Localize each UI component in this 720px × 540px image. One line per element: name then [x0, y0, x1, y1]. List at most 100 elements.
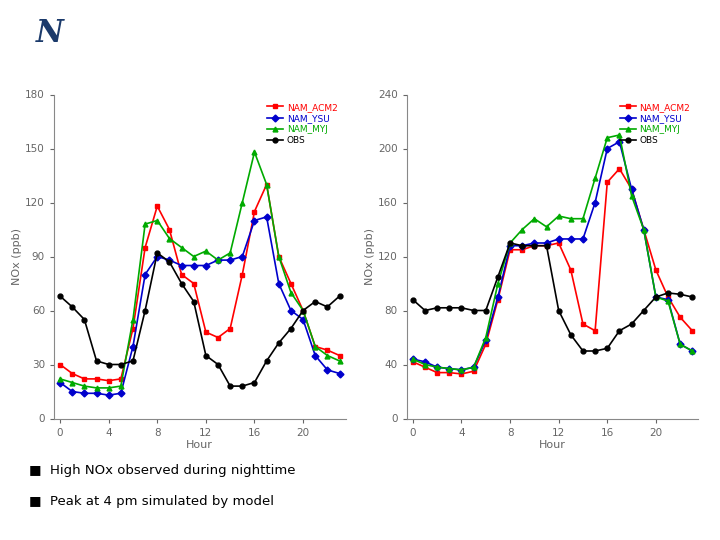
NAM_YSU: [518, 242, 526, 249]
OBS: [591, 348, 600, 354]
Line: NAM_MYJ: NAM_MYJ: [410, 132, 695, 373]
OBS: [664, 289, 672, 296]
NAM_ACM2: [505, 246, 514, 253]
NAM_MYJ: [494, 280, 503, 287]
NAM_YSU: [165, 257, 174, 264]
NAM_ACM2: [408, 359, 417, 365]
OBS: [579, 348, 588, 354]
OBS: [262, 357, 271, 364]
OBS: [469, 307, 478, 314]
NAM_YSU: [408, 356, 417, 362]
NAM_YSU: [80, 390, 89, 396]
NAM_MYJ: [603, 134, 611, 141]
NAM_ACM2: [518, 246, 526, 253]
NAM_YSU: [129, 343, 138, 350]
Y-axis label: NOx (ppb): NOx (ppb): [365, 228, 375, 285]
NAM_YSU: [262, 214, 271, 220]
NAM_YSU: [639, 226, 648, 233]
NAM_ACM2: [250, 208, 258, 215]
NAM_MYJ: [117, 383, 125, 389]
OBS: [457, 305, 466, 311]
NAM_YSU: [676, 341, 685, 348]
NAM_MYJ: [505, 240, 514, 246]
OBS: [567, 332, 575, 338]
NAM_YSU: [482, 337, 490, 343]
NAM_ACM2: [68, 370, 76, 377]
NAM_ACM2: [92, 376, 101, 382]
NAM_YSU: [117, 390, 125, 396]
OBS: [226, 383, 235, 389]
NAM_YSU: [433, 364, 441, 370]
NAM_ACM2: [530, 242, 539, 249]
NAM_YSU: [92, 390, 101, 396]
NAM_MYJ: [615, 132, 624, 138]
NAM_MYJ: [299, 307, 307, 314]
NAM_ACM2: [664, 294, 672, 300]
NAM_YSU: [189, 262, 198, 269]
NAM_MYJ: [104, 384, 113, 391]
OBS: [688, 294, 697, 300]
NAM_ACM2: [336, 352, 344, 359]
NAM_MYJ: [469, 364, 478, 370]
NAM_ACM2: [262, 181, 271, 188]
X-axis label: Hour: Hour: [186, 440, 213, 450]
NAM_MYJ: [482, 334, 490, 341]
NAM_MYJ: [189, 253, 198, 260]
NAM_ACM2: [177, 271, 186, 278]
Line: NAM_MYJ: NAM_MYJ: [58, 150, 342, 390]
NAM_ACM2: [117, 376, 125, 382]
Text: ■  High NOx observed during nighttime: ■ High NOx observed during nighttime: [29, 464, 295, 477]
NAM_ACM2: [482, 341, 490, 348]
NAM_MYJ: [202, 248, 210, 254]
OBS: [615, 327, 624, 334]
NAM_ACM2: [494, 296, 503, 303]
NAM_ACM2: [311, 343, 320, 350]
NAM_MYJ: [652, 294, 660, 300]
NAM_ACM2: [554, 240, 563, 246]
OBS: [92, 357, 101, 364]
NAM_YSU: [202, 262, 210, 269]
NAM_ACM2: [445, 369, 454, 376]
NAM_ACM2: [615, 165, 624, 172]
NAM_MYJ: [542, 224, 551, 230]
OBS: [287, 325, 295, 332]
Line: NAM_ACM2: NAM_ACM2: [58, 182, 342, 383]
NAM_ACM2: [55, 361, 64, 368]
NAM_YSU: [141, 271, 150, 278]
NAM_MYJ: [68, 379, 76, 386]
NAM_MYJ: [214, 257, 222, 264]
NAM_MYJ: [262, 181, 271, 188]
OBS: [627, 321, 636, 327]
OBS: [433, 305, 441, 311]
NAM_MYJ: [457, 367, 466, 373]
NAM_ACM2: [420, 364, 429, 370]
NAM_YSU: [591, 199, 600, 206]
NAM_MYJ: [238, 199, 247, 206]
Text: N: N: [36, 18, 64, 49]
NAM_ACM2: [141, 244, 150, 251]
NAM_MYJ: [591, 175, 600, 181]
OBS: [214, 361, 222, 368]
NAM_YSU: [287, 307, 295, 314]
NAM_MYJ: [530, 215, 539, 222]
NAM_MYJ: [567, 215, 575, 222]
Line: NAM_YSU: NAM_YSU: [410, 139, 695, 373]
NAM_YSU: [688, 348, 697, 354]
NAM_MYJ: [311, 343, 320, 350]
NAM_YSU: [542, 240, 551, 246]
Text: PCAPs: PCAPs: [496, 103, 555, 121]
NAM_MYJ: [579, 215, 588, 222]
OBS: [445, 305, 454, 311]
NAM_YSU: [274, 280, 283, 287]
NAM_YSU: [457, 367, 466, 373]
OBS: [530, 242, 539, 249]
NAM_YSU: [615, 138, 624, 145]
X-axis label: Hour: Hour: [539, 440, 566, 450]
NAM_ACM2: [433, 369, 441, 376]
NAM_YSU: [567, 235, 575, 242]
Line: NAM_YSU: NAM_YSU: [58, 214, 342, 397]
Line: OBS: OBS: [58, 251, 342, 389]
NAM_YSU: [603, 145, 611, 152]
NAM_MYJ: [165, 235, 174, 242]
Text: ■  Peak at 4 pm simulated by model: ■ Peak at 4 pm simulated by model: [29, 495, 274, 508]
